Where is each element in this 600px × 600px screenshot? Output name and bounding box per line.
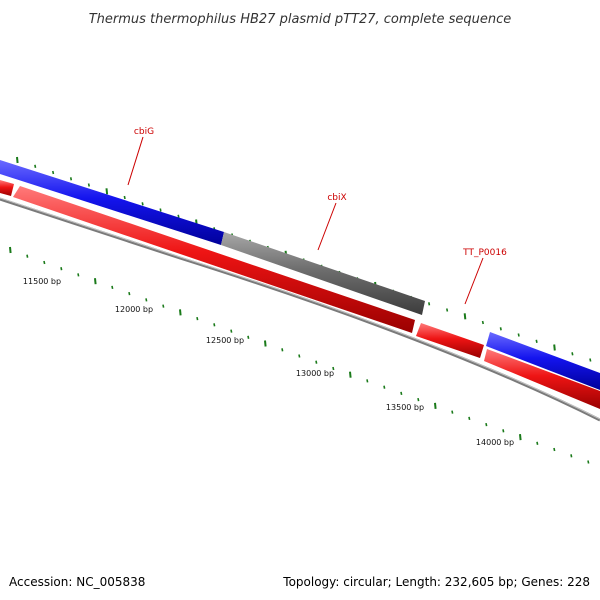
inner-tick <box>468 416 471 421</box>
scale-label-11500: 11500 bp <box>23 277 61 286</box>
cbiX-label-line <box>317 202 337 251</box>
outer-tick <box>571 352 574 356</box>
outer-tick <box>159 208 162 212</box>
cbiG-label[interactable]: cbiG <box>134 127 154 137</box>
inner-tick <box>60 267 63 271</box>
accession-text: Accession: NC_005838 <box>9 575 145 589</box>
outer-tick <box>16 156 19 164</box>
inner-tick <box>298 354 301 358</box>
cbiX-label[interactable]: cbiX <box>327 193 346 203</box>
outer-tick <box>463 313 467 320</box>
inner-tick <box>179 309 182 316</box>
inner-tick <box>434 402 437 409</box>
inner-tick <box>366 379 369 383</box>
outer-tick <box>428 302 431 306</box>
outer-tick <box>123 195 126 200</box>
inner-tick <box>77 273 80 277</box>
outer-tick <box>589 358 592 362</box>
scale-tick-marks <box>9 246 590 464</box>
outer-tick <box>481 320 484 325</box>
scale-label-12000: 12000 bp <box>115 305 153 314</box>
cbiG-gene[interactable] <box>13 186 415 333</box>
outer-tick <box>177 214 180 218</box>
inner-tick <box>332 366 335 371</box>
inner-tick <box>162 304 165 308</box>
inner-tick <box>400 391 403 396</box>
scale-label-12500: 12500 bp <box>206 336 244 345</box>
inner-tick <box>9 246 12 254</box>
inner-tick <box>570 454 573 458</box>
inner-tick <box>349 371 352 378</box>
inner-tick <box>502 429 505 433</box>
cbiG-label-line <box>127 136 144 186</box>
reverse-gene-middle[interactable] <box>416 323 484 358</box>
inner-tick <box>145 298 148 302</box>
outer-tick <box>34 164 37 168</box>
forward-gene-segment-left[interactable] <box>0 160 224 245</box>
map-title: Thermus thermophilus HB27 plasmid pTT27,… <box>89 12 512 27</box>
cbiX-gene[interactable] <box>221 232 425 315</box>
inner-tick <box>230 329 233 333</box>
scale-label-13000: 13000 bp <box>296 369 334 378</box>
inner-tick <box>94 278 97 285</box>
inner-tick <box>213 323 216 327</box>
inner-tick <box>281 348 284 352</box>
outer-tick <box>141 202 144 206</box>
outer-tick <box>446 308 449 312</box>
inner-tick <box>451 410 454 414</box>
outer-tick <box>87 183 90 187</box>
inner-tick <box>128 291 131 296</box>
reverse-gene-left-fragment[interactable] <box>0 180 14 196</box>
TT_P0016-gene[interactable] <box>484 349 600 409</box>
outer-tick <box>52 170 55 175</box>
outer-tick <box>105 188 109 195</box>
genome-backbone <box>0 197 600 422</box>
inner-tick <box>264 340 267 347</box>
inner-tick <box>553 447 556 452</box>
inner-tick <box>519 434 522 441</box>
TT_P0016-label-line <box>464 257 484 305</box>
inner-tick <box>43 260 46 265</box>
outer-tick <box>517 333 520 337</box>
inner-tick <box>587 460 590 464</box>
scale-label-14000: 14000 bp <box>476 438 514 447</box>
genome-summary-text: Topology: circular; Length: 232,605 bp; … <box>282 575 590 589</box>
inner-tick <box>111 285 114 290</box>
forward-gene-segment-right[interactable] <box>486 332 600 390</box>
inner-tick <box>485 422 488 427</box>
inner-tick <box>196 316 199 321</box>
inner-tick <box>26 254 29 258</box>
outer-tick-marks <box>16 156 592 362</box>
inner-tick <box>247 335 250 339</box>
outer-tick <box>499 327 502 331</box>
outer-tick <box>535 339 538 343</box>
outer-tick <box>553 344 556 351</box>
outer-tick <box>69 177 73 181</box>
inner-tick <box>536 441 539 445</box>
TT_P0016-label[interactable]: TT_P0016 <box>462 248 507 258</box>
inner-tick <box>417 397 420 402</box>
inner-tick <box>383 385 386 389</box>
scale-label-13500: 13500 bp <box>386 403 424 412</box>
genome-backbone-highlight <box>0 197 600 420</box>
inner-tick <box>315 360 318 364</box>
